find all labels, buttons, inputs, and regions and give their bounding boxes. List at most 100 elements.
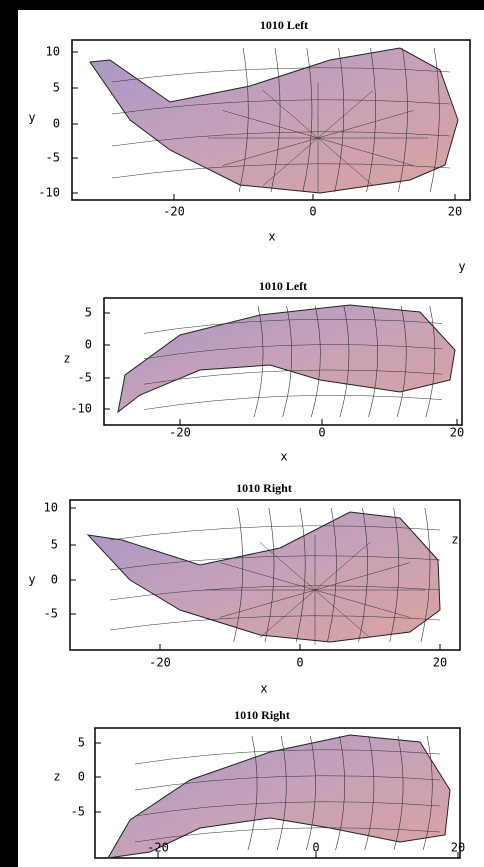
tick-label: -5 xyxy=(44,607,58,621)
mesh-line xyxy=(302,47,313,193)
plot-box xyxy=(71,39,471,201)
mesh-spoke xyxy=(314,589,411,618)
mesh-line xyxy=(366,47,376,193)
tick-label: 0 xyxy=(318,426,325,440)
mesh-spoke xyxy=(317,90,374,139)
tick-label: -20 xyxy=(147,841,169,855)
axis-label: z xyxy=(53,770,60,784)
surface xyxy=(107,734,451,859)
tick-label: -10 xyxy=(38,186,60,200)
mesh-line xyxy=(111,99,451,115)
mesh-spoke xyxy=(262,137,319,186)
mesh-spoke xyxy=(259,542,316,591)
mesh-spoke xyxy=(262,90,319,139)
tick-label: 0 xyxy=(312,841,319,855)
axis-label: x xyxy=(260,682,267,696)
mesh-line xyxy=(327,507,337,643)
mesh-spoke xyxy=(219,562,316,591)
mesh-line xyxy=(368,305,378,418)
mesh-line xyxy=(109,555,441,571)
mesh-line xyxy=(109,615,441,631)
mesh-line xyxy=(270,47,281,193)
plot-box xyxy=(94,727,461,859)
mesh-line xyxy=(429,47,440,193)
tick-label: 10 xyxy=(46,45,60,59)
tick-label: -10 xyxy=(70,402,92,416)
tick-label: -5 xyxy=(46,151,60,165)
mesh-line xyxy=(276,735,287,851)
tick-label: 0 xyxy=(85,338,92,352)
mesh-line xyxy=(335,735,345,851)
mesh-spoke xyxy=(259,589,316,638)
mesh-line xyxy=(233,507,244,643)
mesh-line xyxy=(143,344,443,360)
mesh-line xyxy=(238,47,249,193)
panel-title: 1010 Left xyxy=(260,18,308,32)
tick-label: 20 xyxy=(433,656,447,670)
mesh-line xyxy=(334,47,345,193)
mesh-line xyxy=(396,305,407,418)
plot-box xyxy=(103,297,463,426)
mesh-spoke xyxy=(222,137,319,166)
mesh-spoke xyxy=(314,542,371,591)
axis-label: y xyxy=(28,111,35,125)
axis-label: z xyxy=(63,352,70,366)
axis-label: y xyxy=(458,260,465,274)
mesh-line xyxy=(134,775,441,791)
tick-label: 20 xyxy=(450,426,464,440)
mesh-line xyxy=(253,305,264,418)
mesh-spoke xyxy=(222,110,319,139)
mesh-spoke xyxy=(219,589,316,618)
tick-label: 0 xyxy=(78,770,85,784)
mesh-line xyxy=(109,585,441,601)
mesh-line xyxy=(134,801,441,817)
tick-label: 5 xyxy=(78,736,85,750)
mesh-line xyxy=(111,67,451,83)
mesh-line xyxy=(310,305,321,418)
panel-title: 1010 Left xyxy=(259,279,307,293)
mesh-line xyxy=(393,735,404,851)
tick-label: -20 xyxy=(169,426,191,440)
tick-label: -5 xyxy=(71,805,85,819)
tick-label: -20 xyxy=(163,205,185,219)
tick-label: 20 xyxy=(451,841,465,855)
mesh-spoke xyxy=(317,137,374,186)
mesh-line xyxy=(134,749,441,765)
panel-title: 1010 Right xyxy=(236,481,292,495)
mesh-spoke xyxy=(317,137,414,166)
mesh-line xyxy=(109,525,441,541)
tick-label: 5 xyxy=(51,538,58,552)
plot-box xyxy=(69,499,461,651)
mesh-line xyxy=(111,163,451,179)
surface xyxy=(89,47,459,194)
mesh-line xyxy=(143,369,443,385)
tick-label: 5 xyxy=(85,306,92,320)
mesh-spoke xyxy=(317,110,414,139)
mesh-line xyxy=(339,305,350,418)
mesh-line xyxy=(420,507,431,643)
axis-label: x xyxy=(280,450,287,464)
surface xyxy=(117,304,456,414)
tick-label: 0 xyxy=(53,117,60,131)
mesh-line xyxy=(306,735,316,851)
mesh-line xyxy=(282,305,293,418)
tick-label: 0 xyxy=(51,573,58,587)
axis-label: x xyxy=(268,230,275,244)
surface xyxy=(86,511,441,643)
mesh-spoke xyxy=(314,562,411,591)
mesh-line xyxy=(295,507,306,643)
mesh-line xyxy=(364,735,375,851)
mesh-line xyxy=(425,305,436,418)
tick-label: -5 xyxy=(78,371,92,385)
panel-title: 1010 Right xyxy=(234,708,290,722)
tick-label: 5 xyxy=(53,81,60,95)
tick-label: 0 xyxy=(296,656,303,670)
mesh-line xyxy=(398,47,408,193)
mesh-line xyxy=(264,507,275,643)
tick-label: 10 xyxy=(44,501,58,515)
mesh-line xyxy=(143,318,443,334)
axis-label: y xyxy=(28,573,35,587)
mesh-line xyxy=(134,827,441,843)
